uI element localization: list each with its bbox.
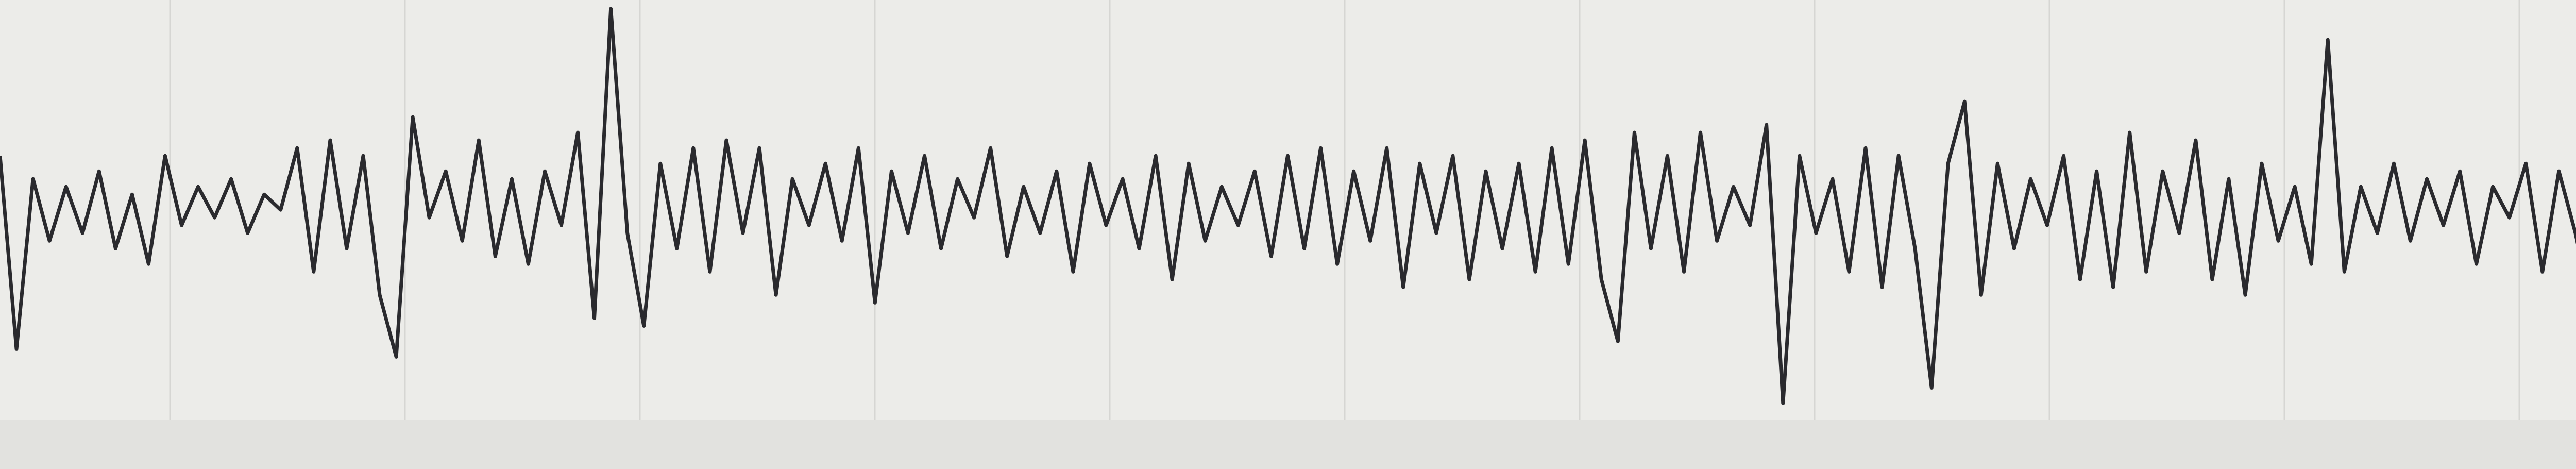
plot (0, 7, 2576, 405)
bottom-strip (0, 420, 2576, 469)
signal-line (0, 7, 2576, 405)
